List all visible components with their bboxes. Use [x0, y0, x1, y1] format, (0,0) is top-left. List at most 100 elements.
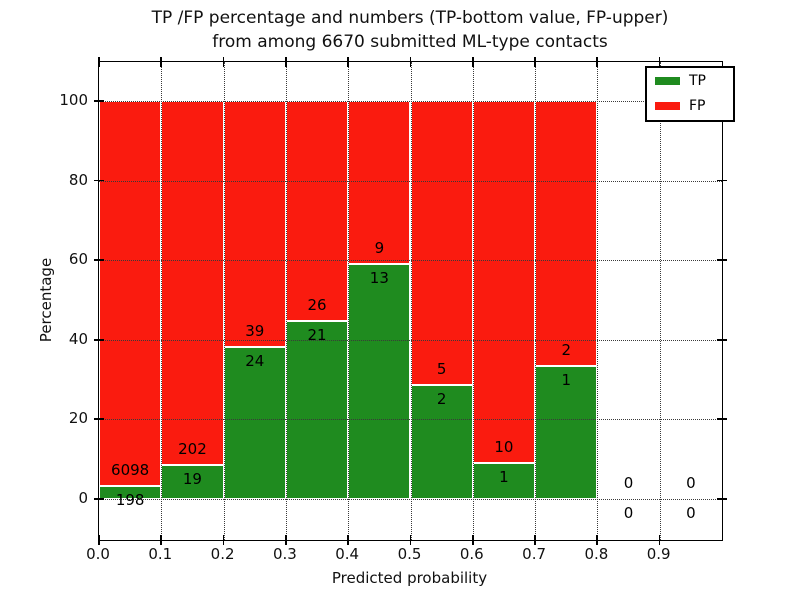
- tp-legend-swatch: [655, 77, 680, 85]
- bar-segment-fp: [348, 101, 411, 264]
- bar-count-label-tp: 21: [307, 326, 327, 345]
- y-tick-right: [717, 418, 727, 421]
- x-axis-label: Predicted probability: [331, 569, 488, 587]
- bar-count-label-fp: 6098: [111, 461, 150, 480]
- x-tick-bottom: [98, 535, 100, 545]
- bar-count-label-tp: 1: [499, 467, 509, 486]
- x-tick-bottom: [284, 535, 287, 545]
- x-tick-label: 0.4: [335, 545, 360, 563]
- v-gridline: [410, 62, 412, 540]
- x-tick-label: 0.8: [584, 545, 609, 563]
- y-tick-label: 20: [68, 409, 88, 428]
- bar-count-label-tp: 0: [623, 504, 634, 522]
- bar-count-label-tp: 13: [369, 268, 389, 287]
- bar-segment-tp: [410, 385, 473, 499]
- x-tick-top: [98, 57, 100, 67]
- bar-count-label-fp: 39: [245, 322, 265, 341]
- bar-count-label-fp: 5: [436, 360, 447, 379]
- y-tick-left: [94, 338, 104, 341]
- v-gridline: [348, 62, 350, 540]
- v-gridline: [472, 62, 474, 540]
- bar-count-label-fp: 9: [374, 238, 385, 257]
- x-tick-top: [284, 57, 287, 67]
- legend-item: TP: [655, 73, 725, 89]
- y-tick-left: [94, 100, 104, 102]
- x-tick-top: [534, 57, 536, 67]
- v-gridline: [223, 62, 225, 540]
- y-tick-left: [94, 179, 104, 182]
- bar-count-label-tp: 198: [115, 491, 145, 510]
- bar-segment-fp: [535, 101, 598, 367]
- legend-label: FP: [689, 98, 706, 114]
- chart-title-line2: from among 6670 submitted ML-type contac…: [212, 32, 608, 52]
- y-tick-label: 40: [68, 329, 88, 348]
- x-tick-label: 0.1: [148, 545, 173, 563]
- bar-segment-tp: [348, 263, 411, 499]
- x-tick-bottom: [347, 535, 349, 545]
- bar-count-label-tp: 24: [245, 352, 265, 371]
- bar-segment-fp: [161, 101, 224, 465]
- v-gridline: [285, 62, 287, 540]
- v-gridline: [535, 62, 537, 540]
- x-tick-label: 0.7: [522, 545, 547, 563]
- x-tick-label: 0.5: [397, 545, 422, 563]
- y-tick-left: [94, 259, 104, 261]
- bar-count-label-fp: 0: [623, 474, 634, 492]
- plot-area: 6098 198 202 19 39 24 26 21 9 13 5 2 10 1 2 1 0 0 0 0: [94, 57, 727, 545]
- x-tick-label: 0.2: [210, 545, 235, 563]
- y-tick-right: [717, 338, 727, 341]
- y-tick-label: 0: [78, 489, 88, 507]
- v-gridline: [597, 62, 599, 540]
- y-tick-label: 60: [68, 250, 88, 269]
- x-tick-label: 0.3: [272, 545, 297, 563]
- y-tick-left: [94, 418, 104, 421]
- fp-legend-swatch: [655, 102, 680, 110]
- bar-count-label-fp: 2: [561, 341, 572, 360]
- bar-count-label-tp: 2: [436, 390, 447, 409]
- x-tick-label: 0.6: [459, 545, 484, 563]
- bar-count-label-fp: 202: [178, 439, 207, 458]
- bar-segment-tp: [161, 464, 224, 499]
- bar-segment-tp: [99, 486, 162, 499]
- legend-item: FP: [655, 98, 725, 114]
- x-tick-label: 0.0: [86, 545, 110, 563]
- x-tick-top: [471, 57, 474, 67]
- bar-segment-fp: [472, 101, 536, 463]
- x-tick-bottom: [160, 535, 163, 545]
- x-tick-top: [347, 57, 349, 67]
- bar-segment-fp: [223, 101, 286, 348]
- chart-title: TP /FP percentage and numbers (TP-bottom…: [60, 6, 760, 54]
- y-tick-right: [717, 259, 727, 261]
- bar-count-label-tp: 1: [561, 371, 572, 390]
- v-gridline: [161, 62, 163, 540]
- x-tick-bottom: [596, 535, 599, 545]
- v-gridline: [659, 62, 661, 540]
- x-tick-label: 0.9: [646, 545, 671, 563]
- x-tick-bottom: [222, 535, 225, 545]
- bar-segment-fp: [99, 101, 162, 487]
- bar-count-label-tp: 0: [686, 504, 696, 522]
- legend-label: TP: [689, 73, 706, 89]
- legend: TP FP: [645, 66, 735, 122]
- bar-count-label-fp: 0: [686, 474, 696, 492]
- x-tick-bottom: [534, 535, 536, 545]
- bar-segment-fp: [285, 101, 349, 322]
- x-tick-top: [658, 57, 661, 67]
- x-tick-top: [596, 57, 599, 67]
- x-tick-top: [222, 57, 225, 67]
- x-tick-top: [409, 57, 412, 67]
- chart-title-line1: TP /FP percentage and numbers (TP-bottom…: [151, 8, 669, 28]
- bar-count-label-tp: 19: [182, 469, 202, 488]
- y-tick-label: 80: [68, 170, 88, 189]
- bar-segment-tp: [285, 321, 349, 499]
- bar-count-label-fp: 26: [307, 296, 327, 315]
- x-tick-top: [160, 57, 163, 67]
- x-tick-bottom: [409, 535, 412, 545]
- x-tick-bottom: [658, 535, 661, 545]
- x-tick-bottom: [471, 535, 474, 545]
- y-tick-label: 100: [59, 91, 88, 109]
- bar-segment-fp: [410, 101, 473, 386]
- y-tick-left: [94, 498, 104, 500]
- bar-count-label-fp: 10: [494, 437, 514, 456]
